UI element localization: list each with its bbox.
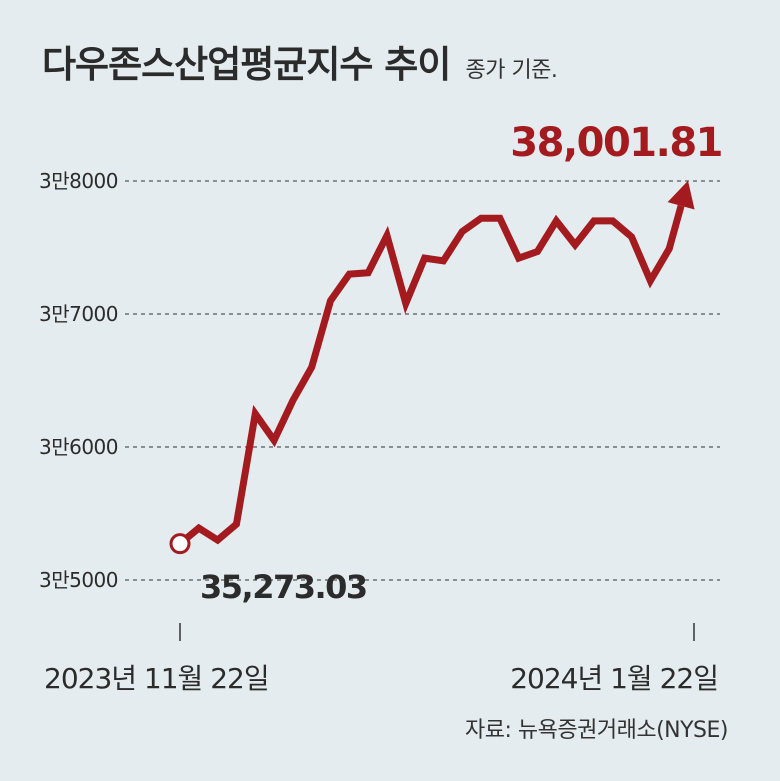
y-tick-label: 3만8000 — [39, 169, 118, 193]
y-tick-label: 3만5000 — [39, 568, 118, 592]
x-label-end: 2024년 1월 22일 — [510, 662, 718, 695]
end-arrow — [667, 180, 695, 210]
y-tick-label: 3만6000 — [39, 435, 118, 459]
start-value-label: 35,273.03 — [200, 568, 367, 606]
x-label-start: 2023년 11월 22일 — [44, 662, 269, 695]
title-row: 다우존스산업평균지수 추이 종가 기준. — [42, 34, 558, 88]
end-value-label: 38,001.81 — [510, 120, 722, 166]
source-note: 자료: 뉴욕증권거래소(NYSE) — [465, 718, 729, 743]
y-tick-label: 3만7000 — [39, 302, 118, 326]
chart-title: 다우존스산업평균지수 추이 — [42, 43, 451, 86]
chart-subtitle: 종가 기준. — [465, 58, 558, 83]
start-point-marker — [169, 533, 191, 555]
series-line — [176, 214, 673, 548]
series-line-end — [665, 204, 685, 250]
